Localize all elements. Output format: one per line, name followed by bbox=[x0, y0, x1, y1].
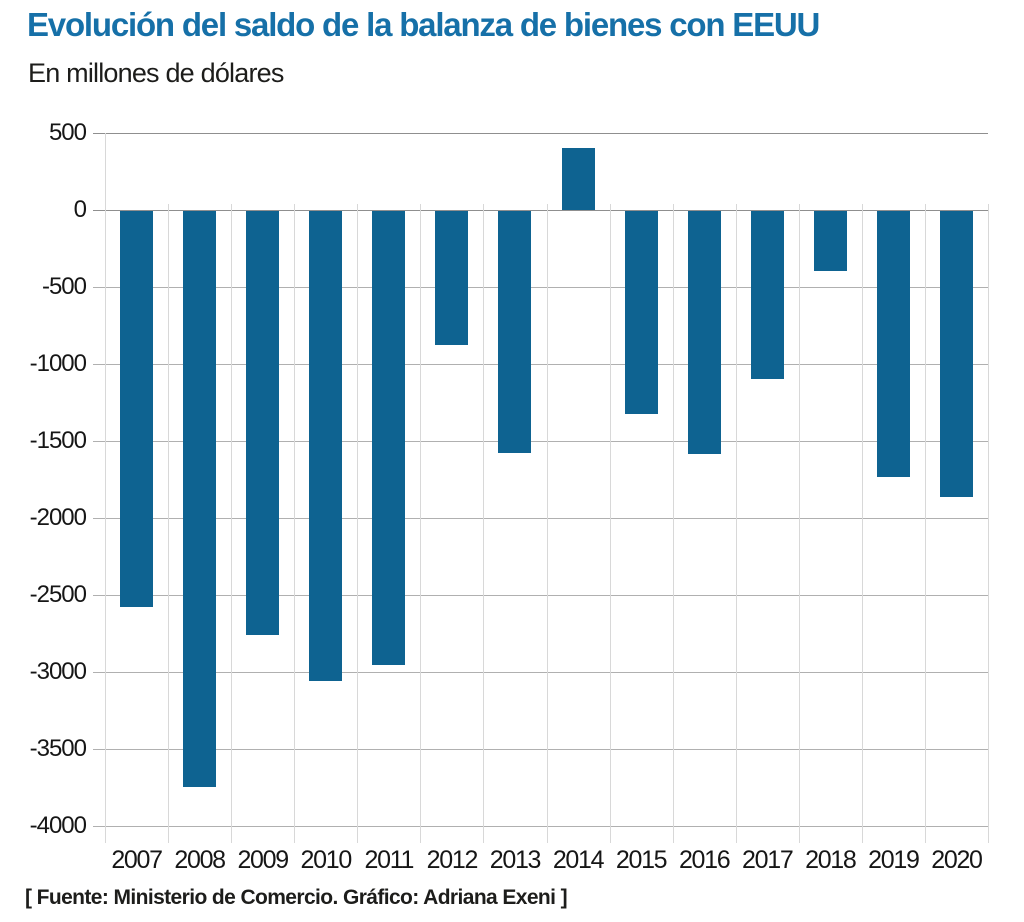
bar-2015 bbox=[624, 211, 658, 415]
x-gridline bbox=[735, 204, 737, 843]
x-axis-label: 2015 bbox=[615, 846, 668, 874]
x-axis-label: 2016 bbox=[678, 846, 731, 874]
y-axis-label: -2500 bbox=[29, 581, 87, 608]
y-gridline bbox=[93, 749, 988, 750]
x-axis-label: 2020 bbox=[931, 846, 983, 874]
bar-2007 bbox=[120, 211, 154, 607]
bar-2014 bbox=[561, 148, 595, 210]
x-axis-label: 2014 bbox=[552, 846, 605, 874]
bar-2013 bbox=[498, 211, 532, 453]
y-gridline bbox=[93, 364, 988, 365]
x-gridline bbox=[483, 204, 485, 843]
y-axis-label: -3500 bbox=[29, 735, 87, 762]
x-axis-label: 2010 bbox=[300, 846, 353, 874]
y-gridline bbox=[93, 210, 988, 211]
x-gridline bbox=[294, 204, 296, 843]
x-axis-label: 2007 bbox=[111, 846, 163, 874]
x-gridline bbox=[231, 204, 233, 843]
y-gridline bbox=[93, 518, 988, 519]
y-gridline bbox=[93, 595, 988, 596]
bar-2016 bbox=[687, 211, 721, 455]
x-gridline bbox=[546, 204, 548, 843]
x-axis-label: 2019 bbox=[868, 846, 920, 874]
bar-2017 bbox=[750, 211, 784, 379]
y-axis-label: 0 bbox=[73, 196, 87, 223]
x-axis-label: 2017 bbox=[742, 846, 794, 874]
x-axis-label: 2008 bbox=[174, 846, 226, 874]
x-gridline bbox=[861, 204, 863, 843]
x-axis-label: 2018 bbox=[805, 846, 857, 874]
x-gridline bbox=[798, 204, 800, 843]
bar-2010 bbox=[309, 211, 343, 681]
y-axis-label: -1000 bbox=[29, 350, 87, 377]
bar-2008 bbox=[183, 211, 217, 787]
x-gridline bbox=[924, 204, 926, 843]
x-axis-label: 2009 bbox=[237, 846, 289, 874]
y-gridline bbox=[93, 441, 988, 442]
chart-title: Evolución del saldo de la balanza de bie… bbox=[27, 6, 820, 43]
bar-2012 bbox=[435, 211, 469, 345]
x-gridline bbox=[168, 204, 170, 843]
y-axis-label: -4000 bbox=[29, 812, 87, 839]
x-axis-label: 2011 bbox=[364, 846, 415, 874]
y-axis-label: -1500 bbox=[29, 427, 87, 454]
chart-subtitle: En millones de dólares bbox=[28, 58, 284, 88]
x-axis-label: 2013 bbox=[489, 846, 542, 874]
y-axis-label: -500 bbox=[41, 273, 87, 300]
source-note: [ Fuente: Ministerio de Comercio. Gráfic… bbox=[25, 886, 568, 909]
bar-2009 bbox=[246, 211, 280, 635]
y-gridline bbox=[93, 133, 988, 134]
bar-2019 bbox=[876, 211, 910, 478]
y-axis-label: -2000 bbox=[29, 504, 87, 531]
y-gridline bbox=[93, 672, 988, 673]
x-gridline bbox=[609, 204, 611, 843]
bar-2011 bbox=[372, 211, 406, 666]
y-gridline bbox=[93, 287, 988, 288]
x-gridline bbox=[988, 204, 989, 843]
y-gridline bbox=[93, 826, 988, 827]
x-axis-label: 2012 bbox=[426, 846, 479, 874]
y-axis-label: -3000 bbox=[29, 658, 87, 685]
x-gridline bbox=[672, 204, 674, 843]
bar-2018 bbox=[813, 211, 847, 272]
x-gridline bbox=[420, 204, 422, 843]
y-axis-label: 500 bbox=[48, 119, 87, 146]
x-gridline bbox=[357, 204, 359, 843]
x-gridline bbox=[105, 133, 106, 843]
bar-2020 bbox=[939, 211, 973, 498]
